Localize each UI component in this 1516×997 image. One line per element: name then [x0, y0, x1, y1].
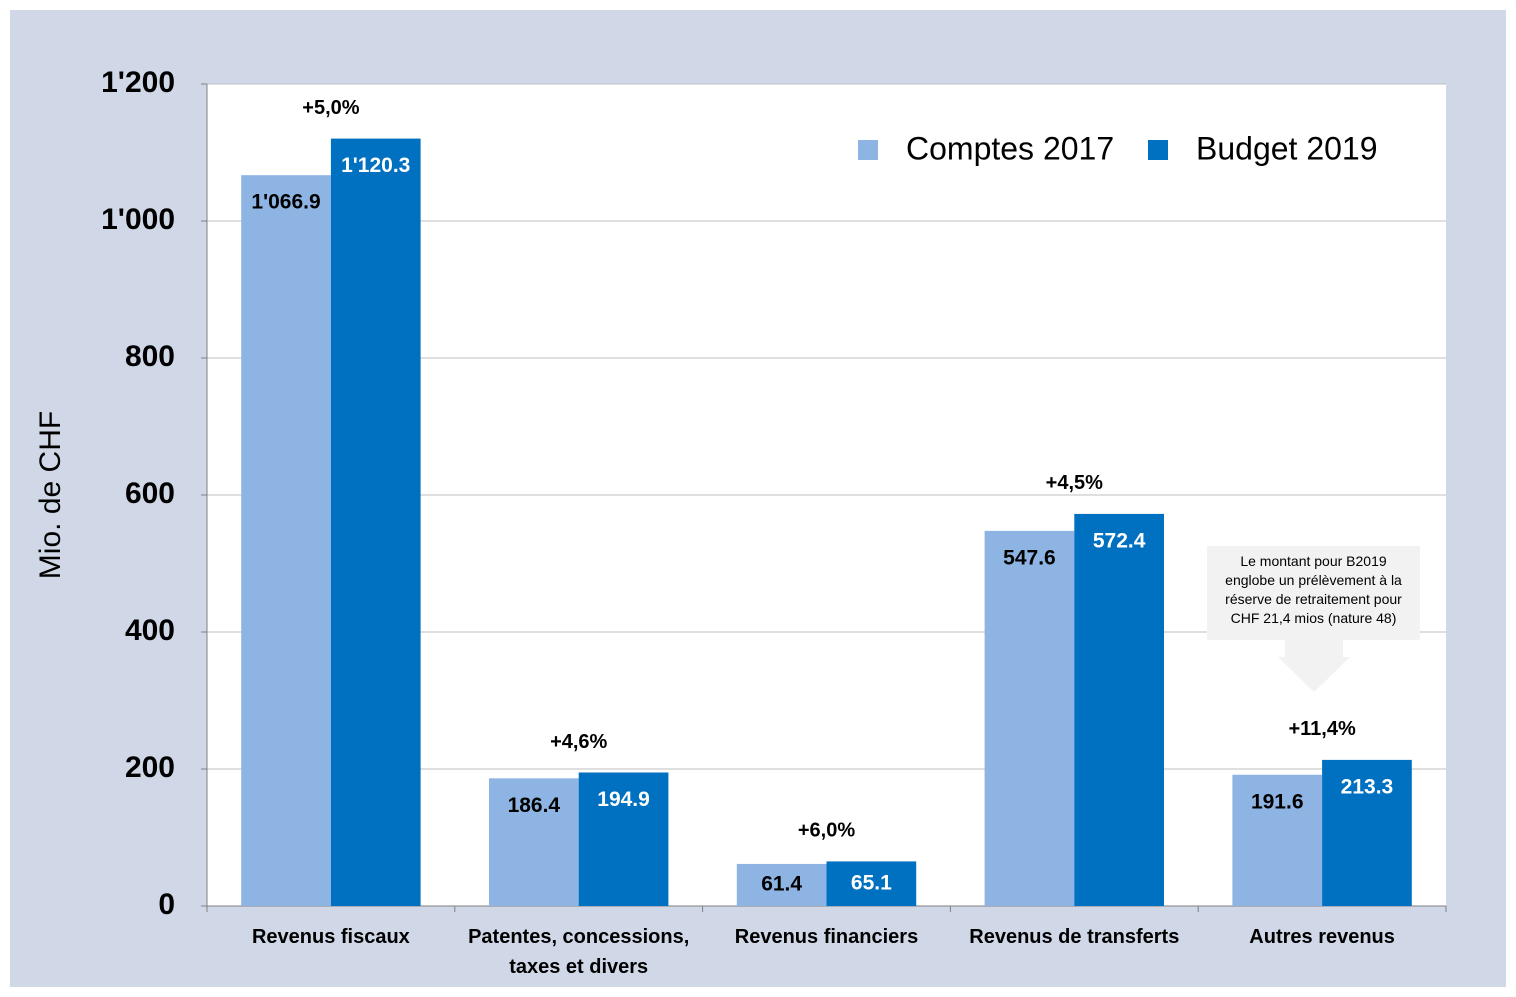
annotation: +4,6%: [550, 731, 607, 753]
y-tick-label: 800: [125, 340, 175, 373]
y-tick-label: 1'200: [101, 66, 175, 99]
data-label: 1'120.3: [341, 154, 410, 177]
bar: [1232, 774, 1323, 906]
annotation: +6,0%: [798, 820, 855, 842]
x-tick-label: Patentes, concessions, taxes et divers: [468, 926, 690, 978]
annotation: +11,4%: [1288, 718, 1356, 740]
data-label: 65.1: [851, 871, 892, 894]
bar: [330, 138, 421, 907]
data-label: 191.6: [1251, 790, 1304, 813]
data-label: 213.3: [1341, 775, 1394, 798]
legend-label: Comptes 2017: [906, 130, 1114, 166]
x-tick-label: Revenus de transferts: [969, 926, 1180, 948]
legend-swatch: [1148, 140, 1168, 160]
note: Le montant pour B2019 englobe un prélève…: [1207, 546, 1420, 640]
x-tick-label: Autres revenus: [1249, 926, 1395, 948]
y-tick-label: 400: [125, 614, 175, 647]
note-arrow: [1278, 640, 1350, 692]
data-label: 572.4: [1093, 529, 1146, 552]
y-tick-label: 600: [125, 477, 175, 510]
bar: [1074, 513, 1165, 906]
bar: [241, 175, 331, 907]
bar: [736, 863, 827, 906]
y-axis-label: Mio. de CHF: [34, 411, 67, 579]
y-tick-label: 200: [125, 751, 175, 784]
bar: [578, 772, 669, 906]
data-label: 547.6: [1003, 546, 1056, 569]
bar: [984, 530, 1075, 906]
bar: [1322, 759, 1412, 906]
legend-swatch: [858, 140, 878, 160]
bar: [488, 778, 579, 906]
annotation: +5,0%: [302, 97, 359, 119]
y-tick-label: 1'000: [101, 203, 175, 236]
data-label: 1'066.9: [251, 191, 320, 214]
data-label: 186.4: [508, 794, 561, 817]
x-tick-label: Revenus fiscaux: [251, 926, 410, 948]
data-label: 194.9: [597, 788, 650, 811]
legend-label: Budget 2019: [1196, 130, 1378, 166]
x-tick-label: Revenus financiers: [734, 926, 919, 948]
bar: [826, 861, 917, 906]
data-label: 61.4: [761, 873, 802, 896]
annotation: +4,5%: [1046, 472, 1103, 494]
y-tick-label: 0: [158, 888, 175, 921]
